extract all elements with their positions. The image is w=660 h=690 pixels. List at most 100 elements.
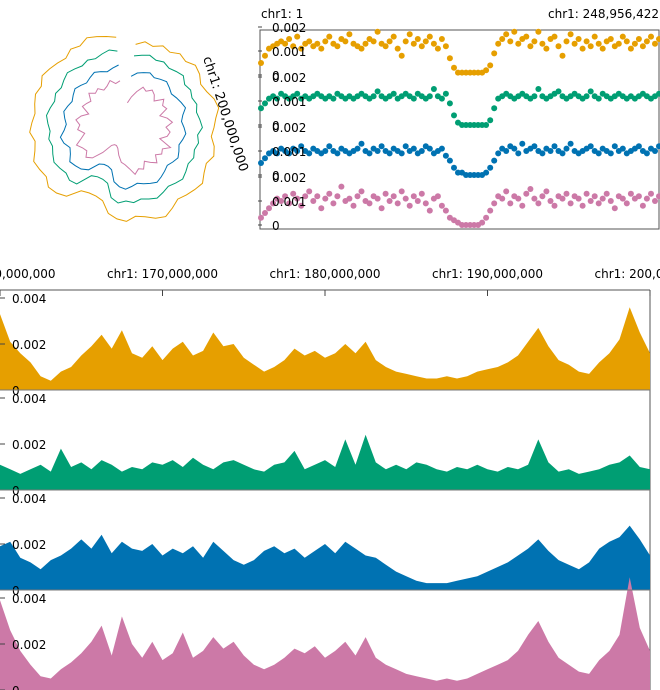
scatter-point-orange [652, 40, 658, 47]
scatter-point-blue [463, 172, 469, 178]
scatter-point-green [370, 93, 377, 100]
scatter-point-pink [358, 188, 365, 195]
scatter-point-blue [262, 155, 268, 162]
scatter-point-blue [286, 150, 293, 157]
scatter-point-pink [639, 202, 646, 209]
scatter-point-orange [527, 43, 534, 50]
scatter-point-pink [294, 195, 301, 202]
scatter-point-orange [342, 38, 349, 45]
scatter-point-blue [656, 143, 660, 150]
scatter-point-pink [627, 190, 634, 197]
scatter-point-blue [410, 145, 417, 152]
scatter-point-orange [511, 28, 518, 35]
scatter-ytick-label: 0 [272, 69, 280, 83]
scatter-point-pink [519, 202, 526, 209]
scatter-point-pink [547, 198, 554, 204]
scatter-point-blue [611, 143, 618, 150]
scatter-point-orange [334, 43, 341, 50]
scatter-point-pink [515, 195, 522, 202]
scatter-point-pink [487, 207, 494, 214]
scatter-point-pink [378, 205, 385, 212]
scatter-ytick-label: 0.002 [272, 71, 306, 85]
scatter-point-orange [386, 38, 393, 45]
scatter-point-orange [599, 45, 606, 52]
scatter-point-pink [434, 193, 441, 200]
area-track-orange [0, 307, 650, 390]
scatter-point-orange [322, 38, 329, 45]
area-xtick-label: chr1: 160,000,000 [0, 267, 55, 281]
scatter-point-orange [374, 28, 381, 35]
scatter-point-orange [290, 43, 297, 50]
area-ytick-label: 0 [12, 484, 20, 498]
scatter-point-blue [358, 140, 365, 147]
scatter-point-orange [394, 45, 401, 52]
scatter-point-blue [551, 143, 558, 150]
scatter-point-blue [635, 143, 642, 150]
scatter-point-green [438, 95, 445, 102]
area-xtick-label: chr1: 200,000,000 [595, 267, 660, 281]
scatter-point-blue [402, 143, 409, 150]
scatter-frame [259, 29, 660, 230]
area-ytick-label: 0.002 [12, 438, 46, 452]
area-ytick-label: 0.004 [12, 592, 46, 606]
scatter-point-blue [547, 148, 554, 154]
scatter-point-pink [298, 202, 305, 209]
scatter-point-blue [306, 150, 313, 157]
scatter-point-orange [567, 31, 574, 38]
scatter-point-orange [318, 45, 325, 52]
scatter-point-green [330, 95, 337, 102]
scatter-point-orange [410, 40, 417, 47]
scatter-point-blue [643, 150, 650, 157]
scatter-point-green [583, 93, 590, 100]
scatter-point-pink [382, 190, 389, 197]
scatter-point-blue [483, 169, 490, 176]
scatter-point-green [442, 90, 449, 97]
scatter-point-green [451, 112, 457, 119]
scatter-point-blue [418, 148, 425, 154]
scatter-point-orange [258, 60, 264, 66]
scatter-point-orange [615, 40, 622, 47]
scatter-point-pink [643, 195, 650, 202]
scatter-point-orange [515, 40, 522, 47]
scatter-point-orange [346, 31, 353, 38]
scatter-point-green [656, 90, 660, 97]
scatter-point-blue [398, 150, 405, 157]
scatter-point-pink [656, 193, 660, 200]
scatter-point-blue [438, 145, 445, 152]
scatter-panel: chr1: 1 chr1: 248,956,422 0.0020.00100.0… [258, 7, 660, 233]
scatter-point-pink [386, 198, 393, 204]
scatter-point-pink [575, 195, 582, 202]
scatter-point-green [487, 117, 494, 124]
scatter-point-pink [535, 200, 542, 207]
scatter-point-pink [406, 202, 413, 209]
scatter-point-pink [418, 190, 425, 197]
scatter-point-orange [555, 43, 562, 50]
scatter-point-orange [591, 33, 598, 40]
scatter-point-pink [282, 193, 289, 200]
scatter-point-green [258, 105, 264, 112]
scatter-point-pink [338, 183, 345, 190]
scatter-point-orange [398, 52, 405, 59]
area-ytick-label: 0 [12, 384, 20, 398]
scatter-point-pink [350, 202, 357, 209]
scatter-point-orange [656, 36, 660, 42]
area-xtick-label: chr1: 170,000,000 [107, 267, 218, 281]
scatter-point-orange [639, 43, 646, 50]
scatter-point-pink [262, 210, 268, 216]
scatter-point-green [426, 93, 433, 100]
scatter-point-orange [262, 52, 268, 59]
scatter-ytick-label: 0.001 [272, 45, 306, 59]
scatter-point-blue [386, 150, 393, 157]
scatter-point-orange [535, 28, 542, 35]
scatter-point-orange [282, 40, 289, 47]
circular-track-blue [59, 64, 187, 190]
scatter-point-pink [635, 193, 642, 200]
area-panel: chr1: 160,000,000 chr1: 170,000,000 chr1: … [0, 267, 660, 690]
scatter-point-orange [430, 40, 437, 47]
scatter-point-pink [258, 214, 264, 221]
scatter-point-orange [648, 33, 654, 40]
scatter-point-orange [294, 33, 301, 40]
scatter-point-blue [539, 150, 546, 157]
scatter-point-orange [314, 40, 321, 47]
scatter-point-blue [519, 140, 526, 147]
